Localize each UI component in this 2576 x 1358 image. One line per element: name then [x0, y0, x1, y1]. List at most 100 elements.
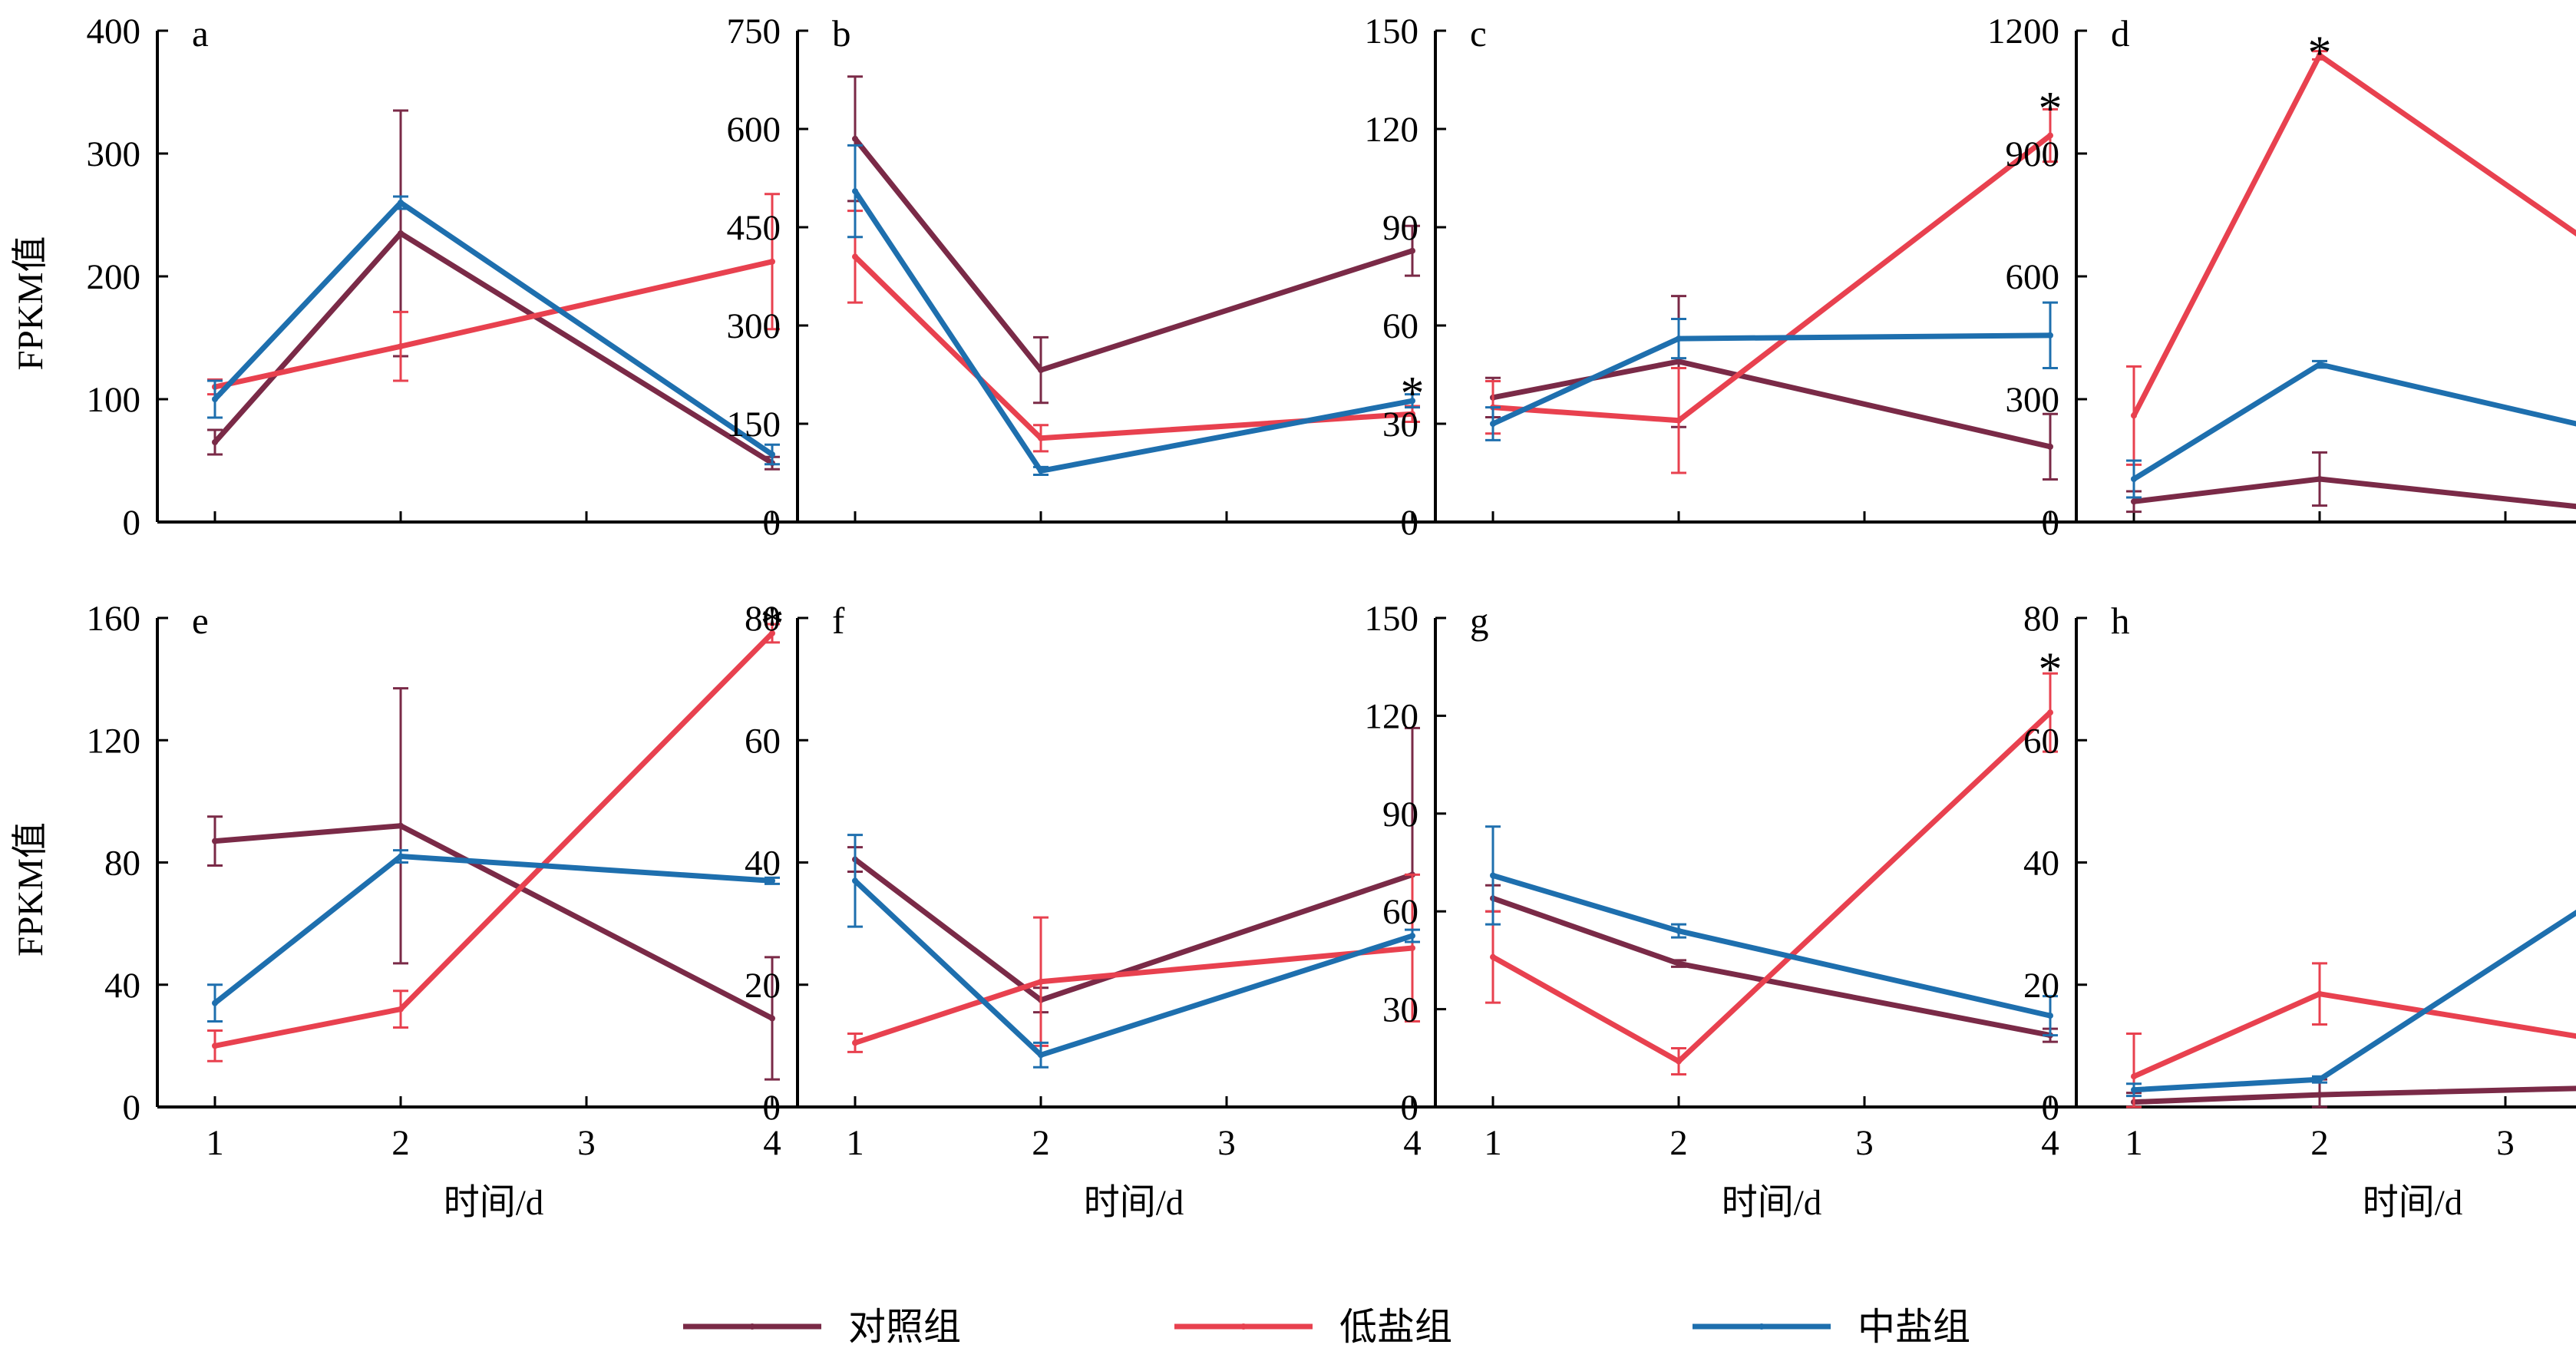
series-对照组 [207, 687, 780, 1081]
x-tick-label: 2 [1669, 1123, 1688, 1163]
data-point [2131, 1073, 2137, 1080]
data-point [1038, 367, 1044, 374]
data-point [852, 135, 858, 142]
data-point [212, 439, 218, 445]
data-point [212, 1000, 218, 1006]
y-axis-title: FPKM值 [11, 822, 51, 957]
y-tick-label: 30 [1382, 990, 1418, 1030]
data-point [769, 451, 775, 458]
legend-marker [1240, 1323, 1247, 1330]
series-中盐组 [847, 144, 1420, 477]
data-point [398, 343, 404, 350]
data-point [769, 1015, 775, 1022]
series-line [1491, 710, 2053, 1065]
significance-star: * [1401, 368, 1425, 420]
x-tick-label: 3 [577, 1123, 596, 1163]
data-point [398, 822, 404, 829]
x-axis-title: 时间/d [1084, 1183, 1184, 1223]
data-point [1409, 247, 1415, 254]
legend-label: 低盐组 [1339, 1305, 1452, 1349]
data-point [1409, 398, 1415, 405]
y-tick-label: 20 [2023, 966, 2059, 1006]
series-中盐组 [207, 849, 780, 1023]
y-tick-label: 0 [763, 503, 781, 543]
data-point [1676, 960, 1682, 967]
data-point [852, 253, 858, 260]
x-tick-label: 1 [1484, 1123, 1502, 1163]
data-point [1676, 1058, 1682, 1065]
series-line [1492, 358, 2051, 450]
data-point [769, 877, 775, 884]
series-中盐组 [847, 834, 1420, 1069]
series-对照组 [847, 75, 1420, 405]
series-低盐组 [1485, 672, 2058, 1076]
significance-star: * [761, 598, 784, 650]
y-tick-label: 20 [745, 966, 781, 1006]
y-tick-label: 120 [87, 721, 141, 761]
data-point [398, 853, 404, 860]
y-tick-label: 450 [727, 208, 781, 248]
y-tick-label: 150 [1365, 12, 1419, 51]
y-tick-label: 90 [1382, 795, 1418, 834]
panel-letter: a [192, 12, 209, 55]
data-point [2317, 476, 2323, 482]
x-tick-label: 3 [1217, 1123, 1236, 1163]
x-tick-label: 4 [1403, 1123, 1422, 1163]
y-tick-label: 60 [2023, 721, 2059, 761]
y-tick-label: 160 [87, 599, 141, 639]
legend-label: 对照组 [848, 1305, 961, 1349]
y-tick-label: 750 [727, 12, 781, 51]
series-line [1492, 133, 2053, 424]
series-低盐组 [207, 193, 780, 396]
x-tick-label: 1 [206, 1123, 224, 1163]
x-tick-label: 2 [391, 1123, 410, 1163]
panel-h: 0 20 40 60 80 1 2 3 4 h 时间/d [2023, 599, 2576, 1223]
panel-letter: e [192, 600, 209, 642]
data-point [1409, 933, 1415, 940]
series-line [2133, 476, 2576, 510]
y-tick-label: 200 [87, 257, 141, 297]
y-tick-label: 40 [745, 844, 781, 884]
y-tick-label: 120 [1365, 110, 1419, 150]
data-point [2047, 1013, 2053, 1019]
series-line [853, 254, 1413, 441]
panel-letter: c [1470, 12, 1487, 55]
series-对照组 [847, 726, 1420, 1023]
panel-c: 0 30 60 90 120 150 c * [1365, 12, 2092, 543]
series-中盐组 [2126, 909, 2576, 1098]
data-point [769, 629, 775, 636]
series-line [2133, 909, 2576, 1093]
x-tick-label: 1 [846, 1123, 864, 1163]
series-line [213, 854, 773, 1006]
data-point [2047, 443, 2053, 450]
data-point [769, 258, 775, 265]
panel-letter: f [832, 600, 845, 642]
series-对照组 [2126, 451, 2576, 514]
data-point [1038, 1052, 1044, 1059]
y-tick-label: 300 [2006, 380, 2060, 420]
series-中盐组 [2126, 359, 2576, 499]
data-point [852, 1039, 858, 1046]
data-point [2317, 990, 2323, 997]
data-point [2131, 412, 2137, 419]
y-tick-label: 0 [2042, 1088, 2060, 1128]
series-line [2132, 362, 2576, 481]
y-tick-label: 40 [104, 966, 140, 1006]
legend-label: 中盐组 [1858, 1305, 1970, 1349]
x-axis-title: 时间/d [2363, 1183, 2463, 1223]
data-point [1038, 468, 1044, 474]
series-line [2132, 991, 2576, 1079]
y-tick-label: 400 [87, 12, 141, 51]
y-tick-label: 150 [727, 405, 781, 444]
data-point [1038, 978, 1044, 985]
data-point [398, 1006, 404, 1013]
series-line [214, 631, 774, 1049]
series-line [1491, 873, 2051, 1019]
data-point [2317, 361, 2323, 368]
legend-marker [749, 1323, 755, 1330]
series-中盐组 [1485, 301, 2058, 441]
series-低盐组 [2126, 962, 2576, 1109]
data-point [2047, 332, 2053, 339]
y-tick-label: 0 [1401, 503, 1419, 543]
